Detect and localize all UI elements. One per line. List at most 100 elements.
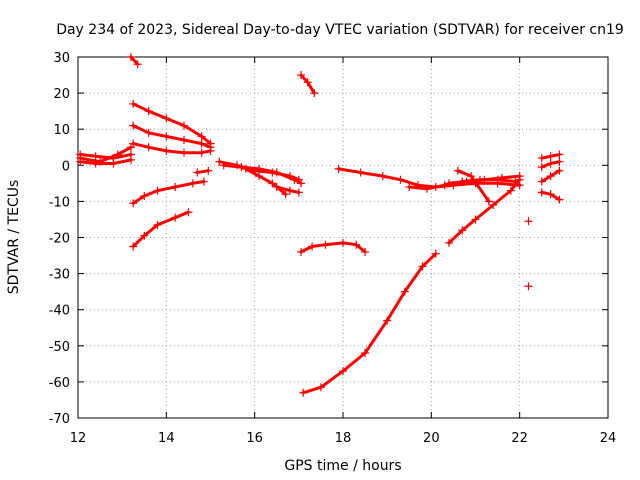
- x-tick-label: 22: [511, 431, 528, 446]
- series-arc-09: [129, 208, 193, 251]
- data-point: [418, 262, 427, 271]
- data-point: [197, 132, 206, 141]
- data-series: [76, 53, 564, 397]
- data-point: [484, 197, 493, 206]
- chart-title: Day 234 of 2023, Sidereal Day-to-day VTE…: [56, 22, 624, 38]
- series-line: [78, 158, 133, 165]
- x-tick-label: 24: [600, 431, 617, 446]
- data-point: [91, 152, 100, 161]
- data-point: [515, 175, 524, 184]
- y-tick-label: -20: [49, 232, 70, 247]
- data-point: [422, 184, 431, 193]
- data-point: [297, 247, 306, 256]
- data-point: [237, 163, 246, 172]
- data-point: [356, 168, 365, 177]
- data-point: [378, 172, 387, 181]
- y-tick-label: -50: [49, 340, 70, 355]
- data-point: [294, 188, 303, 197]
- data-point: [76, 154, 85, 163]
- data-point: [127, 53, 135, 61]
- data-point: [272, 182, 281, 191]
- series-line: [129, 55, 140, 66]
- series-line: [456, 169, 491, 203]
- data-point: [109, 159, 118, 168]
- data-point: [316, 383, 325, 392]
- data-point: [480, 175, 489, 184]
- data-point: [272, 168, 281, 177]
- data-point: [506, 186, 515, 195]
- data-point: [310, 89, 319, 98]
- y-tick-label: 30: [53, 51, 70, 66]
- series-arc-23: [524, 217, 533, 226]
- y-tick-label: -60: [49, 376, 70, 391]
- data-point: [445, 179, 453, 188]
- data-point: [129, 139, 138, 148]
- x-tick-label: 16: [246, 431, 263, 446]
- data-point: [498, 173, 506, 182]
- data-point: [555, 195, 564, 204]
- data-point: [162, 132, 171, 141]
- data-point: [206, 146, 215, 155]
- series-line: [131, 102, 212, 146]
- data-point: [555, 166, 564, 175]
- data-point: [321, 240, 330, 249]
- series-line: [78, 153, 133, 160]
- series-line: [131, 142, 212, 155]
- data-point: [546, 190, 555, 199]
- data-point: [180, 136, 188, 145]
- series-arc-21: [453, 166, 493, 206]
- x-tick-label: 18: [335, 431, 352, 446]
- y-tick-label: -30: [49, 268, 70, 283]
- data-point: [361, 349, 370, 358]
- data-point: [546, 172, 555, 181]
- series-arc-16: [297, 238, 370, 256]
- data-point: [129, 99, 138, 108]
- data-point: [537, 177, 546, 186]
- series-arc-06: [129, 121, 215, 152]
- data-point: [546, 152, 555, 161]
- data-point: [462, 177, 471, 186]
- data-point: [241, 164, 250, 173]
- data-point: [140, 231, 149, 240]
- data-point: [489, 201, 498, 210]
- x-axis-label: GPS time / hours: [284, 458, 401, 474]
- data-point: [303, 78, 312, 87]
- y-axis-label: SDTVAR / TECUs: [6, 180, 22, 295]
- series-arc-28: [537, 188, 564, 204]
- data-point: [219, 161, 228, 170]
- y-tick-label: 0: [62, 159, 70, 174]
- data-point: [255, 164, 264, 173]
- data-point: [140, 191, 149, 200]
- data-point: [129, 242, 138, 251]
- data-point: [153, 186, 162, 195]
- y-tick-label: -40: [49, 304, 70, 319]
- series-arc-27: [537, 166, 564, 186]
- data-point: [555, 150, 564, 159]
- series-arc-04: [127, 53, 142, 69]
- data-point: [467, 172, 476, 181]
- data-point: [255, 172, 264, 181]
- data-point: [171, 182, 180, 191]
- data-point: [400, 287, 409, 296]
- data-point: [133, 60, 142, 69]
- data-point: [96, 157, 105, 166]
- data-point: [197, 139, 206, 148]
- data-point: [162, 146, 171, 155]
- data-point: [396, 175, 405, 184]
- data-point: [268, 179, 277, 188]
- data-point: [453, 166, 462, 175]
- data-point: [524, 217, 533, 226]
- series-line: [131, 210, 190, 248]
- data-point: [352, 240, 361, 249]
- data-point: [193, 168, 202, 177]
- data-point: [162, 114, 171, 123]
- data-point: [113, 150, 122, 159]
- y-tick-label: 10: [53, 123, 70, 138]
- data-point: [458, 226, 467, 235]
- data-point: [171, 213, 180, 222]
- data-point: [339, 367, 347, 376]
- data-point: [286, 186, 294, 195]
- axis-ticks: 12 14 16 18 20 22 24 30 20 10 0 -10 -20 -30 -40 -50 -60 -…: [49, 51, 617, 446]
- y-tick-label: -70: [49, 412, 70, 427]
